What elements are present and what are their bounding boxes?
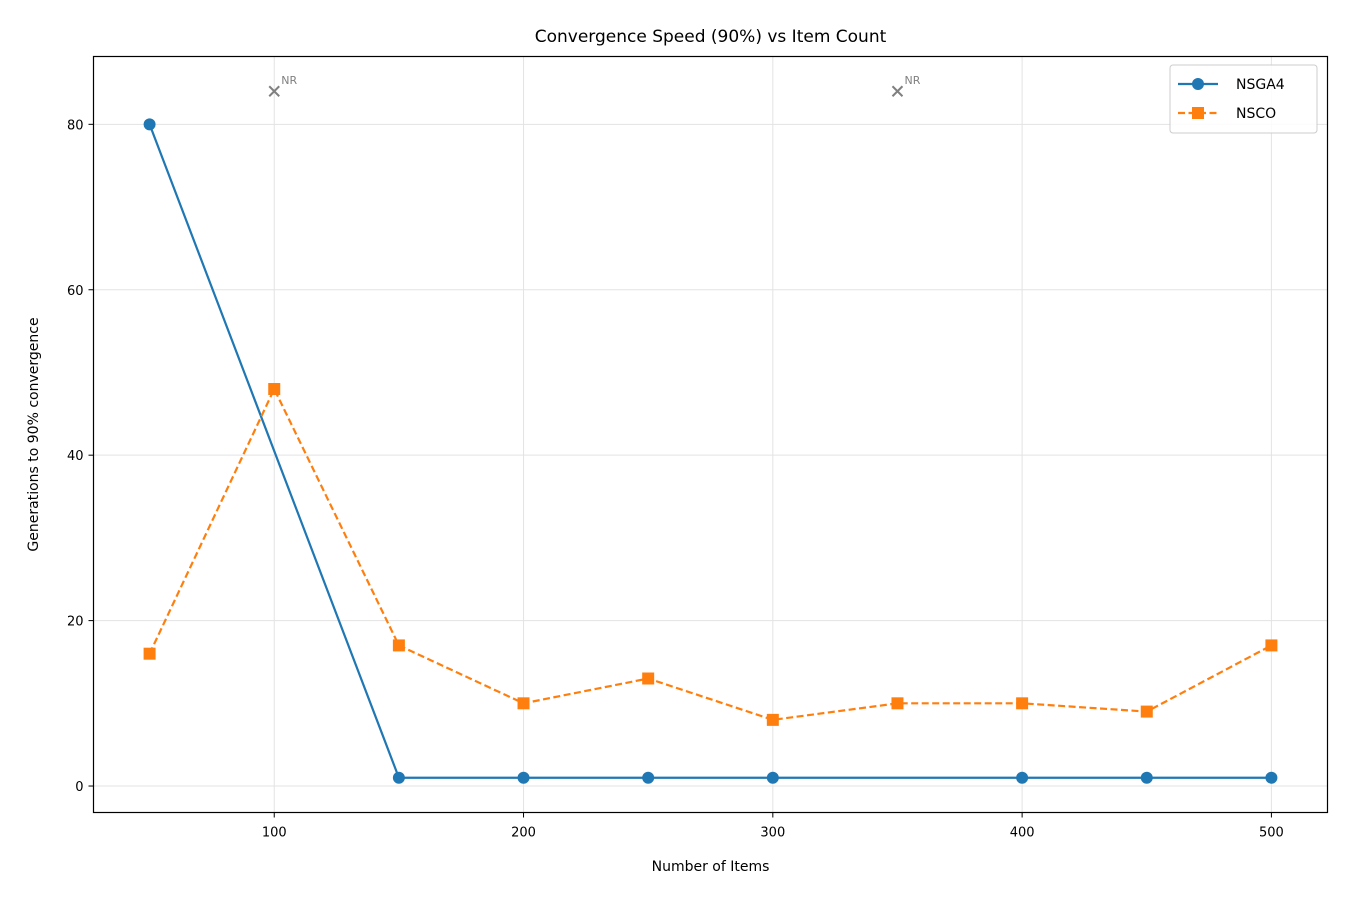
x-tick-label: 500 xyxy=(1259,826,1284,841)
y-tick-label: 0 xyxy=(75,780,83,795)
annotation-layer: NR NR xyxy=(268,74,921,97)
data-point-nsco xyxy=(891,697,904,710)
x-tick-label: 100 xyxy=(262,826,287,841)
x-axis-label: Number of Items xyxy=(652,859,770,875)
data-point-nsga4 xyxy=(1016,771,1029,784)
nr-label: NR xyxy=(281,74,297,87)
legend-item-nsga4: NSGA4 xyxy=(1178,77,1285,93)
data-point-nsco xyxy=(392,639,405,652)
series-nsga4 xyxy=(143,118,1278,784)
nr-label: NR xyxy=(904,74,920,87)
y-axis: 0 20 40 60 80 xyxy=(67,118,94,795)
series-layer xyxy=(143,118,1278,784)
x-axis: 100 200 300 400 500 xyxy=(262,812,1284,841)
nr-annotation: NR xyxy=(268,74,297,97)
x-tick-label: 200 xyxy=(511,826,536,841)
data-point-nsco xyxy=(517,697,530,710)
data-point-nsga4 xyxy=(1265,771,1278,784)
y-tick-label: 20 xyxy=(67,615,84,630)
y-tick-label: 40 xyxy=(67,449,84,464)
legend: NSGA4 NSCO xyxy=(1169,64,1318,134)
series-line-nsco xyxy=(148,387,1272,721)
nr-marker xyxy=(268,85,280,97)
y-tick-label: 60 xyxy=(67,284,84,299)
data-point-nsga4 xyxy=(517,771,530,784)
data-point-nsco xyxy=(766,713,779,726)
series-line-nsga4 xyxy=(148,123,1272,779)
grid xyxy=(93,56,1328,813)
legend-label: NSGA4 xyxy=(1236,77,1285,93)
data-point-nsga4 xyxy=(143,118,156,131)
data-point-nsco xyxy=(143,647,156,660)
legend-label: NSCO xyxy=(1236,106,1276,122)
nr-marker xyxy=(891,85,904,97)
chart-title: Convergence Speed (90%) vs Item Count xyxy=(535,27,887,47)
legend-marker xyxy=(1192,78,1204,90)
data-point-nsco xyxy=(268,383,281,396)
data-point-nsco xyxy=(1265,639,1278,652)
legend-item-nsco: NSCO xyxy=(1178,106,1276,122)
data-point-nsga4 xyxy=(642,771,655,784)
x-tick-label: 400 xyxy=(1010,826,1035,841)
legend-box xyxy=(1169,64,1318,134)
y-axis-label: Generations to 90% convergence xyxy=(26,317,42,551)
plot-frame xyxy=(92,55,1329,814)
series-nsco xyxy=(143,383,1278,726)
data-point-nsga4 xyxy=(392,771,405,784)
data-point-nsco xyxy=(1140,705,1153,718)
data-point-nsga4 xyxy=(766,771,779,784)
x-tick-label: 300 xyxy=(760,826,785,841)
data-point-nsga4 xyxy=(1140,771,1153,784)
legend-marker xyxy=(1192,107,1204,119)
nr-annotation: NR xyxy=(891,74,921,97)
y-tick-label: 80 xyxy=(67,118,84,133)
data-point-nsco xyxy=(642,672,655,685)
data-point-nsco xyxy=(1016,697,1029,710)
